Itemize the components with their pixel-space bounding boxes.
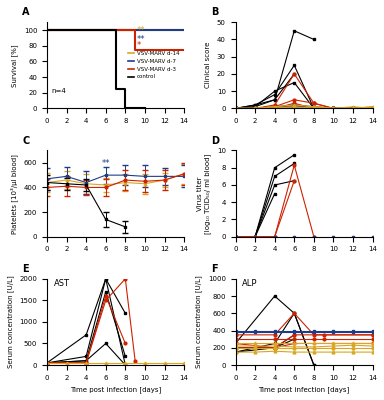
Text: F: F: [211, 264, 217, 274]
Text: C: C: [22, 136, 30, 146]
Y-axis label: Platelets [10³/μl blood]: Platelets [10³/μl blood]: [10, 154, 18, 234]
X-axis label: Time post infection [days]: Time post infection [days]: [258, 386, 350, 393]
Text: E: E: [22, 264, 29, 274]
Text: ALP: ALP: [242, 279, 258, 288]
Text: *: *: [137, 41, 141, 50]
Text: **: **: [101, 159, 110, 168]
Y-axis label: Serum concentration [U/L]: Serum concentration [U/L]: [195, 276, 202, 368]
Text: **: **: [137, 35, 146, 44]
Text: AST: AST: [54, 279, 70, 288]
Text: n=4: n=4: [52, 88, 66, 94]
X-axis label: Time post infection [days]: Time post infection [days]: [70, 386, 161, 393]
Y-axis label: Serum concentration [U/L]: Serum concentration [U/L]: [7, 276, 14, 368]
Text: A: A: [22, 7, 30, 17]
Y-axis label: Virus titer
[log₁₀ TCID₅₀/ ml blood]: Virus titer [log₁₀ TCID₅₀/ ml blood]: [197, 154, 211, 234]
Text: B: B: [211, 7, 218, 17]
Text: **: **: [137, 26, 146, 34]
Y-axis label: Survival [%]: Survival [%]: [12, 44, 18, 87]
Legend: VSV-MARV d-14, VSV-MARV d-7, VSV-MARV d-3, control: VSV-MARV d-14, VSV-MARV d-7, VSV-MARV d-…: [126, 49, 181, 82]
Y-axis label: Clinical score: Clinical score: [205, 42, 211, 88]
Text: D: D: [211, 136, 219, 146]
